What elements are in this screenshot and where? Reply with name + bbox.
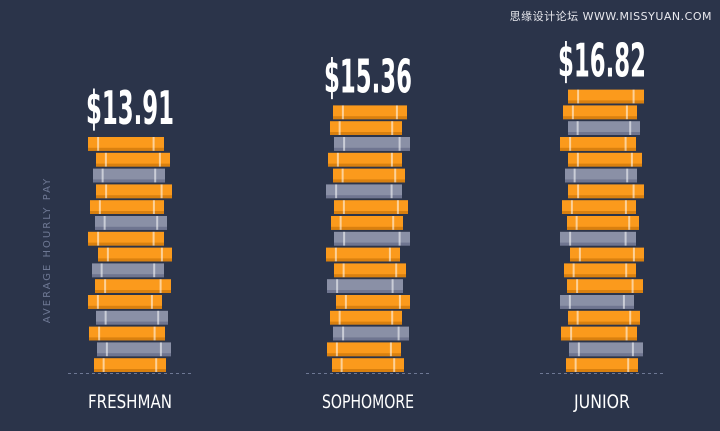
coin xyxy=(332,358,404,372)
coin xyxy=(333,326,409,341)
coin xyxy=(93,168,165,183)
coin xyxy=(334,137,410,151)
coin xyxy=(98,247,172,262)
coin xyxy=(563,105,637,120)
coin xyxy=(568,152,642,167)
coin-stack-freshman xyxy=(88,137,172,372)
coin xyxy=(567,279,643,293)
coin xyxy=(333,105,407,120)
coin xyxy=(94,358,166,372)
coin xyxy=(326,184,402,199)
coin xyxy=(89,326,165,341)
coin xyxy=(560,231,636,246)
coin xyxy=(96,152,170,167)
coin xyxy=(568,184,644,199)
coin xyxy=(562,200,636,214)
coin xyxy=(96,184,172,199)
coin xyxy=(333,168,405,183)
coin xyxy=(569,342,643,357)
y-axis-label: AVERAGE HOURLY PAY xyxy=(42,177,53,324)
coin xyxy=(334,263,406,278)
coin xyxy=(570,247,644,262)
coin xyxy=(568,121,640,135)
coin xyxy=(92,263,164,278)
coin xyxy=(88,295,162,309)
coin xyxy=(334,231,410,246)
value-label: $16.82 xyxy=(558,34,646,88)
coin xyxy=(568,310,640,325)
value-label: $15.36 xyxy=(324,49,412,103)
coin xyxy=(90,200,164,214)
coin xyxy=(97,342,171,357)
coin xyxy=(327,279,403,293)
coin xyxy=(566,358,638,372)
coin xyxy=(326,247,400,262)
coin xyxy=(95,216,167,230)
coin xyxy=(564,263,636,278)
coin xyxy=(328,152,402,167)
coin xyxy=(88,137,164,151)
value-label: $13.91 xyxy=(86,81,174,135)
coin xyxy=(330,121,402,135)
coin xyxy=(330,310,402,325)
coin-stack-sophomore xyxy=(326,105,410,372)
coin xyxy=(565,168,637,183)
coin xyxy=(336,295,410,309)
coin-stacks: $13.91 FRESHMAN $15.36 SOPHOMORE $16.82 JUNIO… xyxy=(68,34,664,413)
category-label: FRESHMAN xyxy=(88,391,172,413)
coin xyxy=(568,89,644,104)
coin xyxy=(88,231,164,246)
coin xyxy=(95,279,171,293)
coin xyxy=(334,200,408,214)
coin-stack-junior xyxy=(560,89,644,372)
watermark-text: 思缘设计论坛 WWW.MISSYUAN.COM xyxy=(509,10,712,23)
coin xyxy=(327,342,401,357)
coin xyxy=(560,295,634,309)
category-label: JUNIOR xyxy=(573,391,630,413)
coin xyxy=(96,310,168,325)
coin xyxy=(560,137,636,151)
coin xyxy=(331,216,403,230)
coin xyxy=(567,216,639,230)
category-label: SOPHOMORE xyxy=(322,391,414,413)
coin xyxy=(561,326,637,341)
